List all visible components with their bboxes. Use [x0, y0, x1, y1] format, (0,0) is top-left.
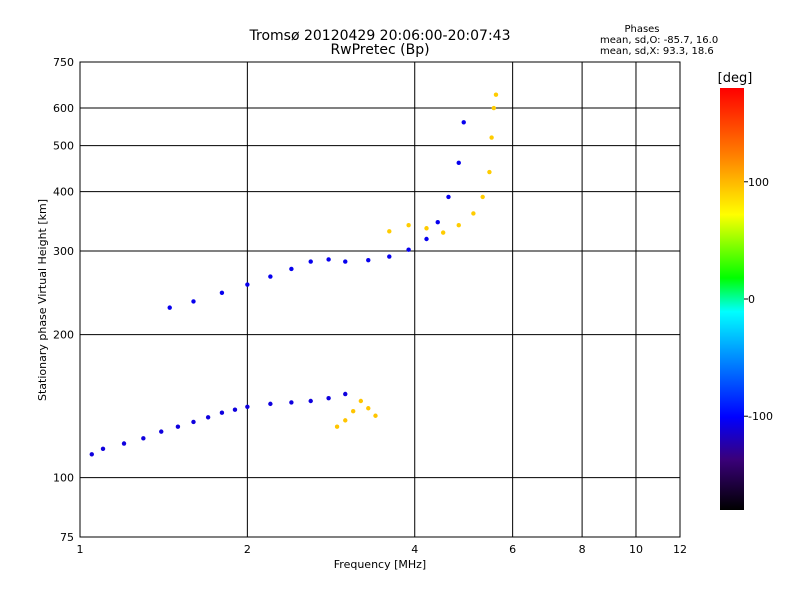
echo-point — [373, 413, 378, 418]
echo-point — [350, 409, 356, 414]
echo-point — [406, 247, 411, 252]
y-tick-label: 100 — [53, 472, 74, 485]
x-tick-label: 8 — [579, 543, 586, 556]
x-tick-label: 1 — [77, 543, 84, 556]
echo-point — [245, 282, 250, 287]
chart-subtitle: RwPretec (Bp) — [330, 42, 429, 58]
echo-point — [446, 194, 451, 200]
echo-point — [387, 229, 392, 234]
echo-point — [366, 406, 371, 411]
echo-point — [480, 194, 485, 200]
x-tick-labels: 1 2 4 6 8 10 12 — [77, 543, 688, 556]
echo-point — [343, 418, 348, 423]
colorbar-tick-label: 0 — [748, 293, 755, 306]
x-axis-label: Frequency [MHz] — [334, 558, 426, 571]
echo-point — [440, 230, 446, 235]
echo-point — [435, 219, 440, 225]
echo-point — [308, 398, 313, 404]
echo-point — [334, 424, 340, 429]
plot-frame — [79, 61, 681, 538]
phases-heading: Phases — [624, 24, 659, 35]
echo-point — [175, 424, 181, 429]
echo-point — [89, 452, 94, 457]
echo-point — [167, 305, 172, 310]
echo-point — [456, 223, 461, 228]
data-points — [89, 92, 499, 457]
phases-legend: Phases mean, sd,O: -85.7, 16.0 mean, sd,… — [600, 24, 718, 57]
echo-point — [326, 395, 331, 401]
echo-point — [268, 401, 273, 407]
echo-point — [343, 259, 348, 264]
echo-point — [141, 436, 146, 441]
echo-point — [219, 290, 225, 296]
echo-point — [191, 299, 196, 304]
x-tick-label: 2 — [244, 543, 251, 556]
colorbar-tick-label: 100 — [748, 176, 769, 189]
echo-point — [191, 419, 196, 425]
echo-point — [121, 441, 127, 446]
echo-point — [493, 92, 499, 97]
phases-o-stats: mean, sd,O: -85.7, 16.0 — [600, 35, 718, 46]
echo-point — [491, 105, 497, 111]
echo-point — [387, 254, 392, 259]
echo-point — [456, 160, 461, 166]
echo-point — [326, 257, 331, 262]
phases-x-stats: mean, sd,X: 93.3, 18.6 — [600, 46, 714, 57]
echo-point — [245, 404, 250, 409]
echo-point — [100, 446, 106, 452]
echo-point — [489, 135, 494, 140]
echo-point — [343, 391, 348, 397]
chart-title: Tromsø 20120429 20:06:00-20:07:43 — [249, 28, 511, 44]
colorbar-ticks: 100 0 -100 — [744, 176, 773, 423]
colorbar-label: [deg] — [718, 71, 753, 86]
echo-point — [205, 415, 211, 420]
grid-lines — [79, 61, 681, 538]
y-tick-label: 75 — [60, 531, 74, 544]
y-tick-label: 200 — [53, 329, 74, 342]
x-tick-label: 4 — [411, 543, 418, 556]
y-tick-label: 500 — [53, 140, 74, 153]
echo-point — [366, 257, 371, 263]
echo-point — [289, 266, 294, 272]
echo-point — [487, 169, 492, 175]
echo-point — [424, 236, 429, 242]
echo-point — [358, 398, 364, 404]
colorbar — [720, 88, 744, 510]
echo-point — [461, 120, 466, 125]
y-tick-label: 300 — [53, 245, 74, 258]
x-tick-label: 12 — [673, 543, 687, 556]
echo-point — [308, 259, 313, 264]
x-tick-label: 10 — [629, 543, 643, 556]
echo-point — [289, 400, 294, 405]
echo-point — [232, 407, 238, 412]
y-tick-label: 600 — [53, 102, 74, 115]
y-axis-label: Stationary phase Virtual Height [km] — [36, 199, 49, 401]
echo-point — [471, 211, 476, 216]
echo-point — [159, 429, 164, 434]
echo-point — [268, 274, 273, 279]
echo-point — [424, 226, 429, 231]
echo-point — [219, 410, 225, 415]
echo-point — [406, 223, 411, 228]
y-tick-label: 750 — [53, 56, 74, 69]
y-tick-labels: 75 100 200 300 400 500 600 750 — [53, 56, 74, 544]
x-tick-label: 6 — [509, 543, 516, 556]
colorbar-tick-label: -100 — [748, 410, 773, 423]
y-tick-label: 400 — [53, 186, 74, 199]
